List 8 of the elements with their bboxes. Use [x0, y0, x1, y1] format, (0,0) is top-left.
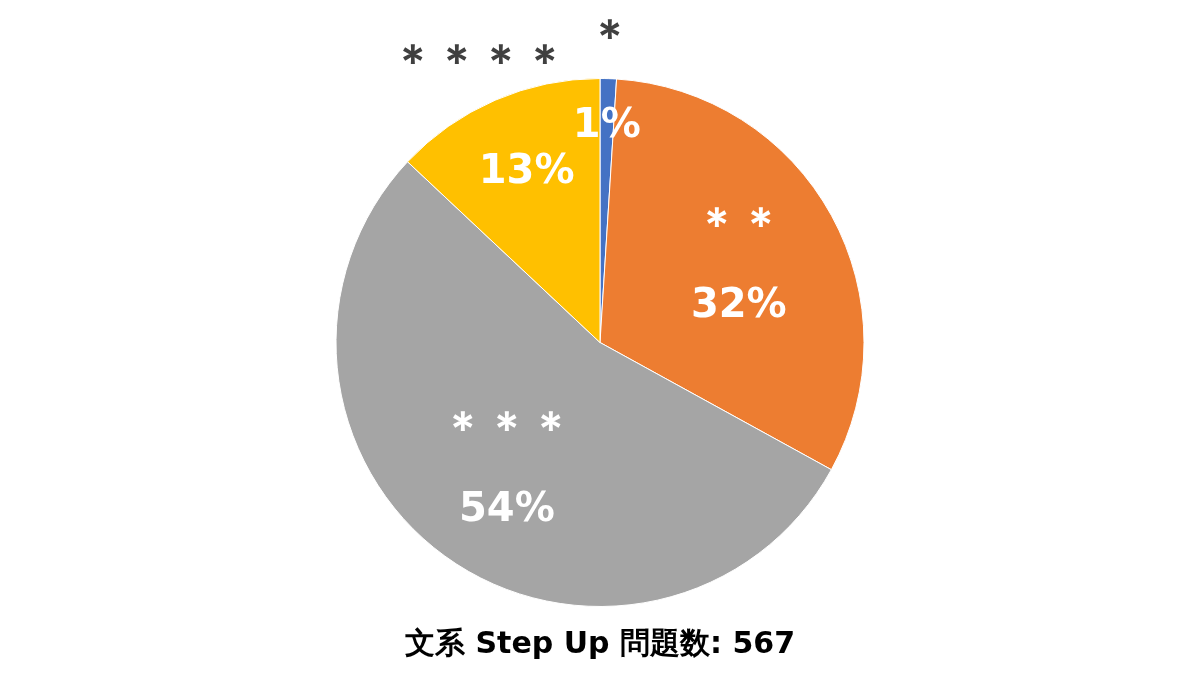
- data-label: 13%: [478, 146, 575, 193]
- data-label: 32%: [690, 279, 787, 326]
- slice-label: ＊＊: [694, 196, 783, 248]
- text: 文系 Step Up 問題数: 567: [405, 624, 795, 660]
- slice-label: ＊＊＊: [440, 401, 573, 453]
- data-label: 54%: [459, 484, 555, 531]
- slice-label: ＊＊＊＊: [391, 33, 568, 85]
- slice-label: ＊: [587, 9, 632, 61]
